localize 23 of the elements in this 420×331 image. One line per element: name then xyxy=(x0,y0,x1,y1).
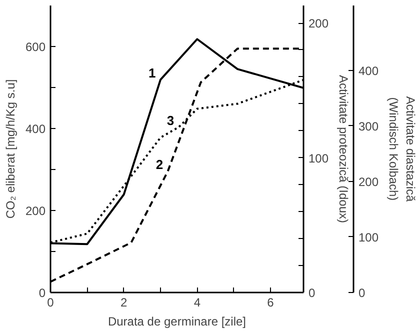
y3-tick-label: 400 xyxy=(358,64,379,78)
y3-tick-label: 100 xyxy=(358,230,379,244)
series-label: 2 xyxy=(156,157,164,172)
y3-tick-label: 300 xyxy=(358,119,379,134)
series-label: 3 xyxy=(166,113,174,128)
y3-tick-label: 0 xyxy=(358,286,366,300)
y-axis-title: CO₂ eliberat [mg/h/Kg s.u] xyxy=(3,79,18,219)
y-tick-label: 600 xyxy=(25,40,46,54)
series-label: 1 xyxy=(148,66,156,81)
y2-tick-label: 0 xyxy=(308,286,316,300)
y-tick-label: 400 xyxy=(25,122,46,136)
x-tick-label: 2 xyxy=(120,296,128,310)
x-axis-title: Durata de germinare [zile] xyxy=(108,314,246,328)
y2-tick-label: 200 xyxy=(308,16,329,31)
y3-axis-title: Activitate diastazică (Windisch Kolbach) xyxy=(386,96,418,202)
x-tick-label: 4 xyxy=(194,296,201,310)
y-tick-label: 200 xyxy=(25,204,46,218)
y3-tick-label: 200 xyxy=(358,174,379,189)
y-tick-label: 0 xyxy=(38,286,46,300)
x-tick-label: 0 xyxy=(47,296,54,310)
y2-tick-label: 100 xyxy=(308,151,329,166)
x-tick-label: 6 xyxy=(267,296,274,310)
y2-axis-title: Activitate proteozică (Idoux) xyxy=(336,74,351,224)
